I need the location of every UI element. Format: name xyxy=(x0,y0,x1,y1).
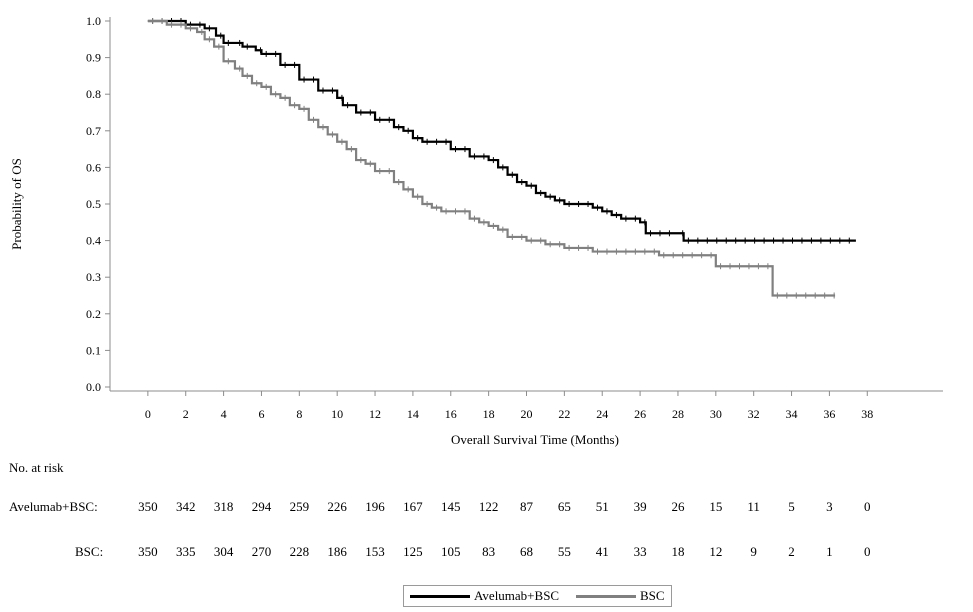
risk-row-label: BSC: xyxy=(75,544,104,559)
x-tick-label: 24 xyxy=(596,407,608,421)
risk-cell: 304 xyxy=(213,544,234,559)
risk-cell: 335 xyxy=(175,544,196,559)
x-tick-label: 6 xyxy=(258,407,264,421)
risk-cell: 122 xyxy=(478,499,499,514)
x-tick-label: 12 xyxy=(369,407,381,421)
km-curve-bsc xyxy=(147,19,836,297)
legend-label-avelumab: Avelumab+BSC xyxy=(474,588,560,603)
risk-cell: 105 xyxy=(441,544,461,559)
risk-cell: 26 xyxy=(671,499,685,514)
x-tick-label: 0 xyxy=(145,407,151,421)
risk-cell: 318 xyxy=(213,499,234,514)
risk-cell: 41 xyxy=(595,544,609,559)
risk-cell: 167 xyxy=(403,499,423,514)
y-tick-label: 0.7 xyxy=(86,124,101,138)
y-tick-label: 0.0 xyxy=(86,380,101,394)
risk-cell: 15 xyxy=(709,499,723,514)
x-tick-label: 8 xyxy=(296,407,302,421)
km-curve-avelumab-bsc xyxy=(147,19,856,242)
y-tick-label: 1.0 xyxy=(86,14,101,28)
risk-cell: 0 xyxy=(864,544,871,559)
legend: Avelumab+BSC BSC xyxy=(403,585,672,607)
x-tick-label: 22 xyxy=(558,407,570,421)
y-tick-label: 0.5 xyxy=(86,197,101,211)
km-chart: 0.00.10.20.30.40.50.60.70.80.91.00 2 4 6 8 10… xyxy=(9,14,943,447)
risk-cell: 125 xyxy=(403,544,423,559)
x-tick-label: 30 xyxy=(710,407,722,421)
risk-cell: 12 xyxy=(709,544,723,559)
risk-cell: 83 xyxy=(482,544,496,559)
risk-cell: 145 xyxy=(441,499,461,514)
risk-cell: 270 xyxy=(251,544,272,559)
y-tick-label: 0.2 xyxy=(86,307,101,321)
risk-cell: 55 xyxy=(557,544,571,559)
risk-cell: 33 xyxy=(633,544,647,559)
risk-cell: 196 xyxy=(365,499,385,514)
legend-label-bsc: BSC xyxy=(640,588,665,603)
axes: 0.00.10.20.30.40.50.60.70.80.91.00 2 4 6 8 10… xyxy=(86,14,943,421)
x-tick-label: 14 xyxy=(407,407,419,421)
risk-cell: 0 xyxy=(864,499,871,514)
risk-cell: 3 xyxy=(826,499,833,514)
risk-cell: 2 xyxy=(788,544,795,559)
x-tick-label: 34 xyxy=(786,407,798,421)
risk-cell: 342 xyxy=(175,499,196,514)
risk-cell: 1 xyxy=(826,544,833,559)
risk-cell: 11 xyxy=(747,499,760,514)
risk-cell: 51 xyxy=(595,499,609,514)
x-axis-label: Overall Survival Time (Months) xyxy=(451,432,619,447)
x-tick-label: 4 xyxy=(221,407,227,421)
risk-row-label: Avelumab+BSC: xyxy=(9,499,98,514)
risk-row-bsc: BSC: 350 335 304 270 228 186 153 125 105 83 68 55 41… xyxy=(0,544,973,564)
x-tick-label: 36 xyxy=(823,407,835,421)
y-axis-label: Probability of OS xyxy=(9,158,24,250)
risk-row-avelumab: Avelumab+BSC: 350 342 318 294 259 226 196 167 14… xyxy=(0,499,973,519)
risk-cell: 259 xyxy=(289,499,310,514)
legend-swatch-bsc xyxy=(576,595,636,598)
risk-cell: 68 xyxy=(520,544,533,559)
y-tick-label: 0.6 xyxy=(86,160,101,174)
survival-curves xyxy=(147,18,856,299)
censor-marks-avelumab-bsc xyxy=(152,18,850,244)
risk-cell: 39 xyxy=(633,499,647,514)
risk-cell: 153 xyxy=(365,544,385,559)
x-tick-label: 28 xyxy=(672,407,684,421)
risk-cell: 18 xyxy=(671,544,685,559)
risk-cell: 294 xyxy=(251,499,272,514)
x-tick-label: 38 xyxy=(861,407,873,421)
x-tick-label: 32 xyxy=(748,407,760,421)
censor-marks-bsc xyxy=(152,18,835,299)
risk-cell: 65 xyxy=(557,499,571,514)
risk-table-title: No. at risk xyxy=(9,460,64,475)
risk-cell: 9 xyxy=(750,544,757,559)
y-tick-label: 0.4 xyxy=(86,234,101,248)
x-tick-label: 2 xyxy=(183,407,189,421)
x-tick-label: 26 xyxy=(634,407,646,421)
risk-cell: 350 xyxy=(138,499,158,514)
x-tick-label: 10 xyxy=(331,407,343,421)
risk-cell: 228 xyxy=(289,544,310,559)
risk-cell: 186 xyxy=(327,544,347,559)
y-tick-label: 0.9 xyxy=(86,51,101,65)
y-tick-label: 0.1 xyxy=(86,343,101,357)
risk-cell: 87 xyxy=(520,499,533,514)
legend-swatch-avelumab xyxy=(410,595,470,598)
y-tick-label: 0.3 xyxy=(86,270,101,284)
risk-cell: 5 xyxy=(788,499,795,514)
risk-cell: 350 xyxy=(138,544,158,559)
y-tick-label: 0.8 xyxy=(86,87,101,101)
risk-cell: 226 xyxy=(327,499,347,514)
x-tick-label: 18 xyxy=(483,407,495,421)
x-tick-label: 20 xyxy=(521,407,533,421)
x-tick-label: 16 xyxy=(445,407,457,421)
